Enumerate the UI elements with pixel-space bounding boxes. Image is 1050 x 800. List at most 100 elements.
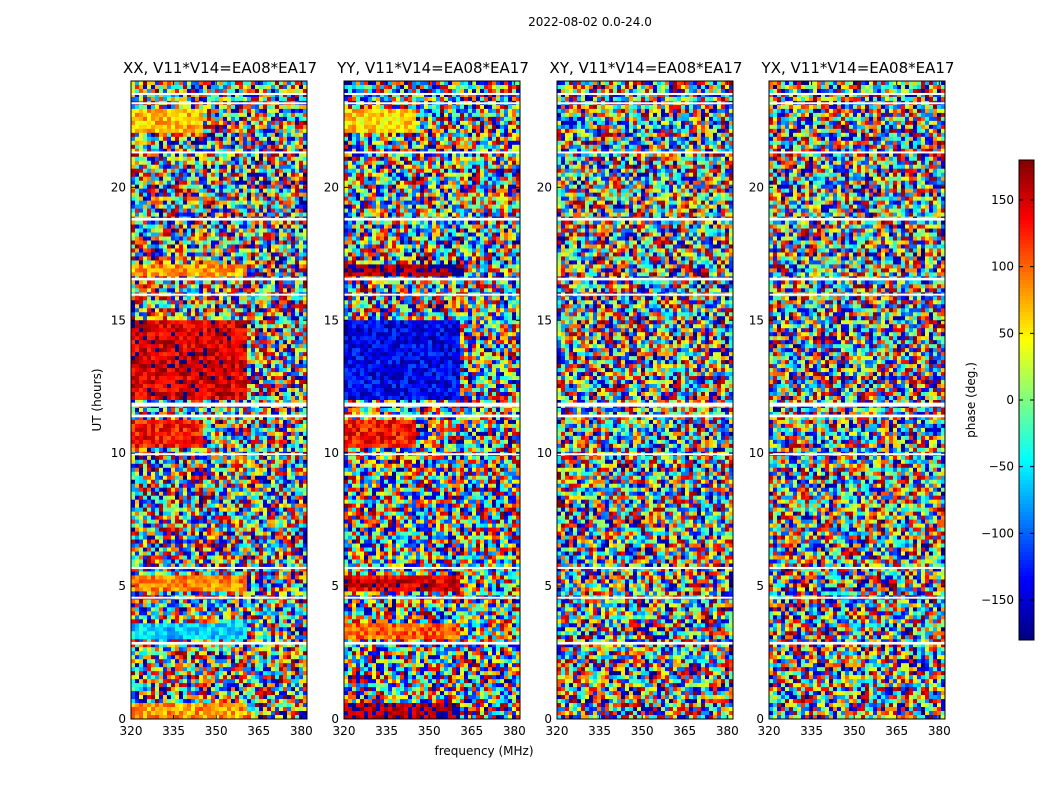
y-tick-label: 0	[331, 712, 339, 726]
flagged-band	[557, 102, 733, 105]
panel-title: XY, V11*V14=EA08*EA17	[550, 59, 743, 77]
flagged-band	[344, 151, 520, 154]
colorbar-tick-label: −50	[989, 460, 1014, 474]
x-tick-label: 320	[546, 724, 569, 738]
x-tick-label: 335	[162, 724, 185, 738]
flagged-band	[131, 217, 307, 221]
x-tick-label: 335	[588, 724, 611, 738]
y-tick-label: 10	[749, 446, 764, 460]
flagged-band	[131, 277, 307, 281]
flagged-band	[557, 641, 733, 645]
y-tick-label: 0	[756, 712, 764, 726]
flagged-band	[131, 92, 307, 95]
flagged-band	[557, 414, 733, 418]
flagged-band	[557, 217, 733, 221]
x-tick-label: 335	[800, 724, 823, 738]
flagged-band	[769, 402, 945, 407]
panels-group: XX, V11*V14=EA08*EA17 320 335 350 365 380 0 5 10…	[111, 59, 955, 738]
x-tick-label: 320	[120, 724, 143, 738]
flagged-band	[344, 277, 520, 281]
flagged-band	[131, 453, 307, 456]
y-tick-label: 10	[324, 446, 339, 460]
phase-image	[344, 81, 520, 719]
phase-image	[131, 81, 307, 719]
y-tick-label: 0	[118, 712, 126, 726]
y-tick-label: 20	[324, 180, 339, 194]
flagged-band	[769, 596, 945, 599]
x-tick-label: 365	[673, 724, 696, 738]
colorbar-tick-label: 100	[991, 260, 1014, 274]
flagged-band	[769, 151, 945, 154]
flagged-band	[344, 293, 520, 296]
y-tick-label: 20	[537, 180, 552, 194]
flagged-band	[131, 402, 307, 407]
y-tick-label: 5	[756, 579, 764, 593]
flagged-band	[557, 596, 733, 599]
y-tick-label: 10	[537, 446, 552, 460]
flagged-band	[131, 414, 307, 418]
colorbar-tick-label: 50	[999, 326, 1014, 340]
panel-yx: YX, V11*V14=EA08*EA17 320 335 350 365 380 0 5 10…	[749, 59, 955, 738]
y-tick-label: 15	[749, 313, 764, 327]
flagged-band	[769, 92, 945, 95]
flagged-band	[344, 596, 520, 599]
panel-frame	[556, 80, 734, 720]
flagged-band	[769, 217, 945, 221]
flagged-band	[557, 92, 733, 95]
x-tick-label: 320	[333, 724, 356, 738]
flagged-band	[344, 102, 520, 105]
y-tick-label: 15	[537, 313, 552, 327]
panel-title: YX, V11*V14=EA08*EA17	[761, 59, 955, 77]
y-tick-label: 20	[749, 180, 764, 194]
y-tick-label: 20	[111, 180, 126, 194]
colorbar-tick-label: 0	[1006, 393, 1014, 407]
panel-frame	[768, 80, 946, 720]
x-tick-label: 380	[290, 724, 313, 738]
flagged-band	[769, 102, 945, 105]
panel-xy: XY, V11*V14=EA08*EA17 320 335 350 365 380 0 5 10…	[537, 59, 743, 738]
colorbar: 150 100 50 0 −50 −100 −150	[981, 159, 1035, 641]
phase-image	[769, 81, 945, 719]
flagged-band	[344, 453, 520, 456]
x-tick-label: 380	[716, 724, 739, 738]
panel-frame	[343, 80, 521, 720]
colorbar-tick-label: −150	[981, 593, 1014, 607]
colorbar-gradient	[1019, 160, 1034, 641]
y-tick-label: 5	[331, 579, 339, 593]
flagged-band	[769, 293, 945, 296]
flagged-band	[344, 92, 520, 95]
y-tick-label: 10	[111, 446, 126, 460]
x-tick-label: 350	[205, 724, 228, 738]
flagged-band	[131, 641, 307, 645]
flagged-band	[344, 641, 520, 645]
colorbar-label: phase (deg.)	[964, 362, 978, 438]
phase-image	[557, 81, 733, 719]
panel-title: YY, V11*V14=EA08*EA17	[336, 59, 529, 77]
flagged-band	[769, 414, 945, 418]
x-tick-label: 335	[375, 724, 398, 738]
x-tick-label: 380	[503, 724, 526, 738]
y-tick-label: 5	[544, 579, 552, 593]
colorbar-tick-label: 150	[991, 193, 1014, 207]
x-tick-label: 350	[843, 724, 866, 738]
x-tick-label: 320	[758, 724, 781, 738]
panel-yy: YY, V11*V14=EA08*EA17 320 335 350 365 380 0 5 10…	[324, 59, 529, 738]
flagged-band	[131, 566, 307, 569]
flagged-band	[557, 293, 733, 296]
x-tick-label: 365	[247, 724, 270, 738]
colorbar-tick-label: −100	[981, 526, 1014, 540]
x-tick-label: 350	[418, 724, 441, 738]
flagged-band	[769, 566, 945, 569]
flagged-band	[769, 641, 945, 645]
flagged-band	[557, 277, 733, 281]
y-tick-label: 0	[544, 712, 552, 726]
flagged-band	[557, 402, 733, 407]
flagged-band	[131, 596, 307, 599]
flagged-band	[344, 566, 520, 569]
flagged-band	[769, 453, 945, 456]
flagged-band	[344, 402, 520, 407]
flagged-band	[557, 151, 733, 154]
figure-suptitle: 2022-08-02 0.0-24.0	[528, 15, 652, 29]
x-axis-label: frequency (MHz)	[434, 744, 533, 758]
